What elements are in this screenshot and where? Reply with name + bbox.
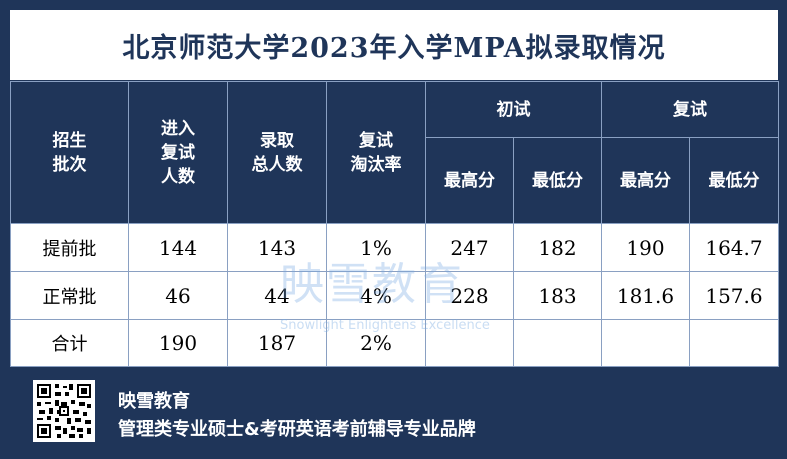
- footer: 映雪教育 管理类专业硕士&考研英语考前辅导专业品牌: [0, 365, 787, 459]
- cell-re-min: 157.6: [689, 271, 779, 320]
- cell-admitted: 44: [227, 271, 327, 320]
- cell-rate: 4%: [326, 271, 426, 320]
- cell-retest-count: 190: [128, 319, 228, 367]
- cell-init-max: 247: [425, 223, 514, 272]
- cell-rate: 2%: [326, 319, 426, 367]
- table-row: 正常批 46 44 4% 228 183 181.6 157.6: [10, 271, 779, 320]
- table-row: 提前批 144 143 1% 247 182 190 164.7: [10, 223, 779, 272]
- header-retest-count: 进入 复试 人数: [128, 81, 228, 224]
- cell-rate: 1%: [326, 223, 426, 272]
- header-re-min: 最低分: [689, 137, 779, 224]
- admission-table: 招生 批次 进入 复试 人数 录取 总人数 复试 淘汰率 初试 复试 最高分 最低分 最高…: [10, 81, 779, 367]
- cell-admitted: 187: [227, 319, 327, 367]
- cell-batch: 正常批: [10, 271, 129, 320]
- header-re-max: 最高分: [601, 137, 690, 224]
- page-title: 北京师范大学2023年入学MPA拟录取情况: [122, 32, 666, 64]
- header-retest: 复试: [601, 81, 779, 138]
- header-batch: 招生 批次: [10, 81, 129, 224]
- title-box: 北京师范大学2023年入学MPA拟录取情况: [10, 10, 778, 80]
- header-init-min: 最低分: [513, 137, 602, 224]
- cell-retest-count: 46: [128, 271, 228, 320]
- footer-brand: 映雪教育: [118, 391, 190, 412]
- cell-admitted: 143: [227, 223, 327, 272]
- cell-re-min: 164.7: [689, 223, 779, 272]
- cell-init-min: 183: [513, 271, 602, 320]
- cell-batch: 提前批: [10, 223, 129, 272]
- cell-re-max: [601, 319, 690, 367]
- header-initial-exam: 初试: [425, 81, 602, 138]
- cell-init-min: [513, 319, 602, 367]
- cell-batch: 合计: [10, 319, 129, 367]
- cell-re-max: 190: [601, 223, 690, 272]
- cell-init-max: 228: [425, 271, 514, 320]
- header-init-max: 最高分: [425, 137, 514, 224]
- cell-retest-count: 144: [128, 223, 228, 272]
- footer-slogan: 管理类专业硕士&考研英语考前辅导专业品牌: [118, 419, 476, 440]
- qr-code-icon: [33, 380, 95, 442]
- cell-init-min: 182: [513, 223, 602, 272]
- table-row: 合计 190 187 2%: [10, 319, 779, 367]
- header-elimination-rate: 复试 淘汰率: [326, 81, 426, 224]
- cell-init-max: [425, 319, 514, 367]
- cell-re-min: [689, 319, 779, 367]
- header-admitted-total: 录取 总人数: [227, 81, 327, 224]
- cell-re-max: 181.6: [601, 271, 690, 320]
